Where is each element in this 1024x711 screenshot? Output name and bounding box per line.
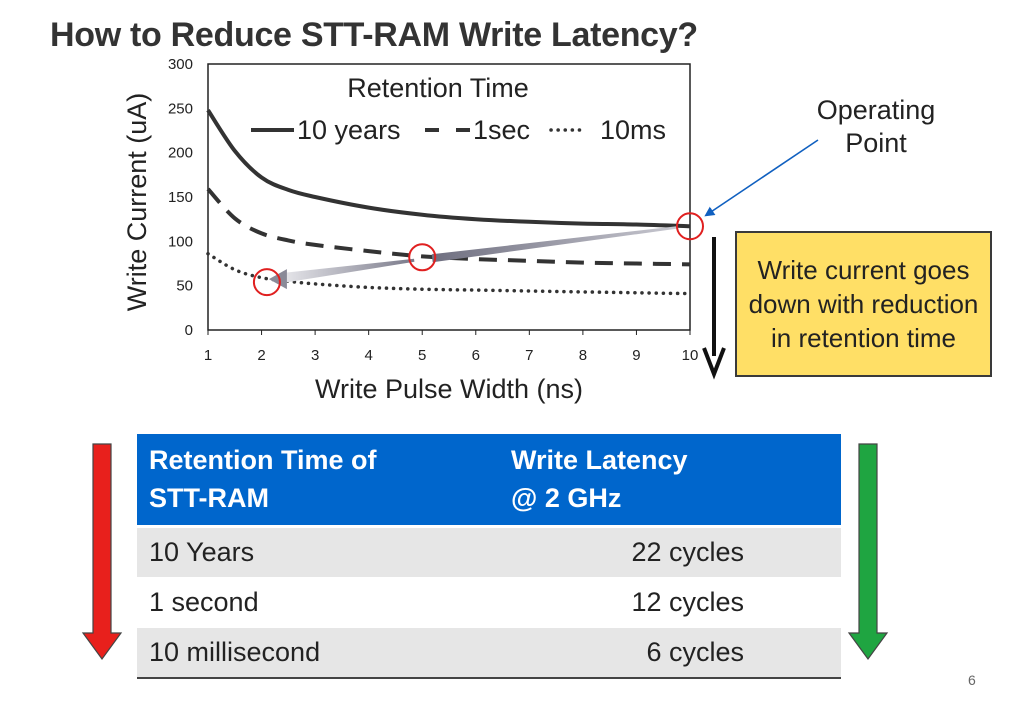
table-row: 10 millisecond 6 cycles (137, 627, 841, 679)
legend-label: 10ms (600, 115, 666, 145)
y-tick-label: 300 (168, 56, 193, 73)
transition-arrow (280, 258, 415, 284)
x-tick-label: 2 (257, 347, 265, 364)
transition-arrow (431, 226, 679, 263)
y-tick-label: 50 (176, 278, 193, 295)
x-tick-label: 1 (204, 347, 212, 364)
y-axis-title: Write Current (uA) (122, 93, 152, 312)
latency-table: Retention Time of STT-RAM Write Latency @ … (137, 434, 841, 679)
callout-text: Operating Point (817, 95, 936, 158)
x-axis-title: Write Pulse Width (ns) (315, 374, 583, 404)
x-tick-label: 7 (525, 347, 533, 364)
callout-arrow (704, 139, 819, 217)
y-tick-label: 250 (168, 100, 193, 117)
header-write-latency: Write Latency @ 2 GHz (499, 434, 841, 528)
x-tick-label: 8 (579, 347, 587, 364)
x-tick-label: 10 (682, 347, 699, 364)
y-tick-label: 200 (168, 145, 193, 162)
plot-frame (207, 63, 691, 331)
operating-point-circle (252, 268, 281, 297)
cell-latency: 22 cycles (499, 526, 841, 578)
slide-title: How to Reduce STT-RAM Write Latency? (50, 16, 698, 54)
series-line-dashed (206, 187, 691, 267)
cell-latency: 12 cycles (499, 577, 841, 628)
operating-point-circle (408, 243, 437, 272)
legend-label: 1sec (473, 115, 530, 145)
table-header-row: Retention Time of STT-RAM Write Latency @ … (137, 434, 841, 528)
down-arrow-head (702, 347, 726, 380)
x-tick-label: 5 (418, 347, 426, 364)
note-box: Write current goes down with reduction i… (735, 231, 992, 377)
x-tick-label: 6 (472, 347, 480, 364)
legend-label: 10 years (297, 115, 401, 145)
x-tick-label: 9 (632, 347, 640, 364)
page-number: 6 (968, 672, 976, 688)
red-down-arrow (81, 443, 123, 661)
x-tick-label: 3 (311, 347, 319, 364)
legend-title: Retention Time (347, 73, 529, 103)
cell-latency: 6 cycles (499, 627, 841, 679)
y-tick-label: 0 (185, 322, 193, 339)
note-text: Write current goes down with reduction i… (748, 255, 979, 353)
header-retention-time: Retention Time of STT-RAM (137, 434, 499, 528)
x-tick-label: 4 (364, 347, 372, 364)
cell-retention: 10 Years (137, 526, 499, 578)
series-line-dotted (206, 251, 692, 296)
series-line-solid (206, 108, 691, 229)
y-tick-label: 150 (168, 189, 193, 206)
table-row: 1 second 12 cycles (137, 577, 841, 628)
table-row: 10 Years 22 cycles (137, 526, 841, 578)
transition-arrow-head (268, 269, 287, 290)
green-down-arrow (847, 443, 889, 661)
operating-point-circle (676, 212, 704, 241)
cell-retention: 1 second (137, 577, 499, 628)
cell-retention: 10 millisecond (137, 627, 499, 679)
y-tick-label: 100 (168, 233, 193, 250)
